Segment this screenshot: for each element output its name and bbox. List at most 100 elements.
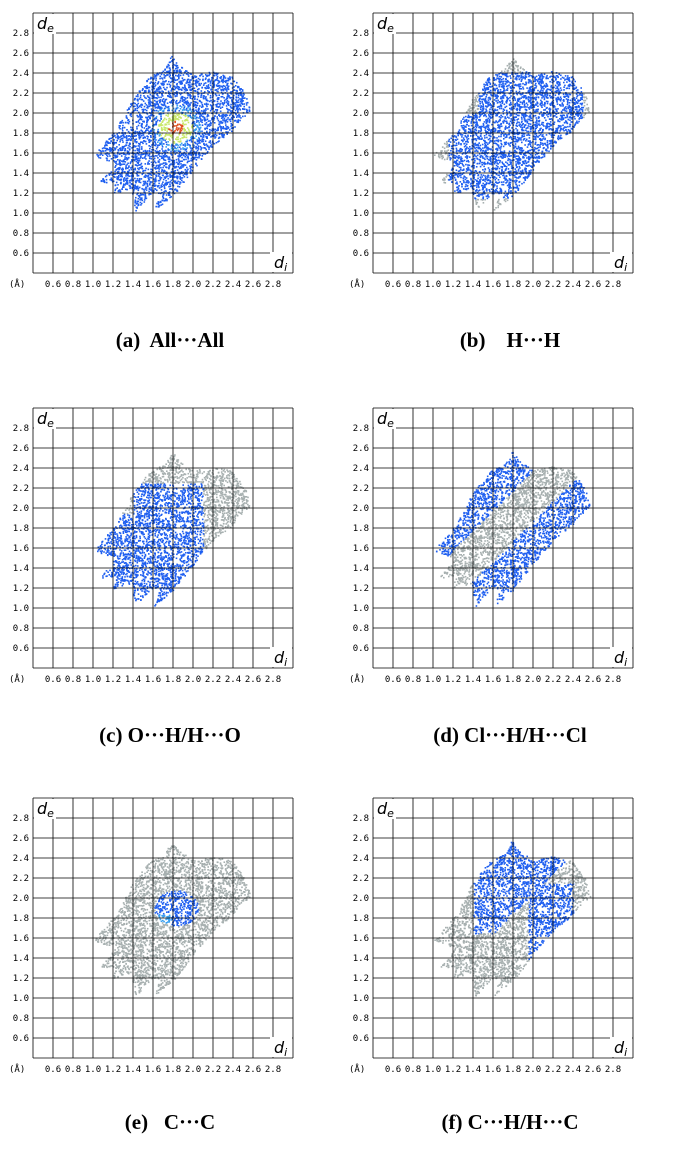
data-point [507, 80, 509, 82]
data-point [531, 126, 533, 128]
data-point [162, 78, 164, 80]
data-point [195, 163, 197, 165]
data-point [229, 109, 231, 111]
data-point [182, 80, 184, 82]
data-point [186, 137, 188, 139]
data-point [206, 144, 208, 146]
data-point [535, 115, 537, 117]
data-point [148, 131, 150, 133]
data-point [111, 138, 113, 140]
data-point [144, 201, 146, 203]
data-point [553, 123, 555, 125]
data-point [200, 83, 202, 85]
data-point [184, 79, 186, 81]
data-point [195, 82, 197, 84]
data-point [166, 106, 168, 108]
data-point [103, 181, 105, 183]
data-point [498, 160, 500, 162]
data-point [205, 109, 207, 111]
data-point [156, 107, 158, 109]
data-point [187, 127, 189, 129]
data-point [137, 94, 139, 96]
data-point [170, 163, 172, 165]
data-point [461, 136, 463, 138]
data-point [150, 171, 152, 173]
data-point [173, 177, 175, 179]
data-point [503, 171, 505, 173]
data-point [109, 179, 111, 181]
data-point [139, 119, 141, 121]
data-point [131, 147, 133, 149]
data-point [509, 123, 511, 125]
data-point [118, 171, 120, 173]
data-point [219, 121, 221, 123]
data-point [196, 121, 198, 123]
data-point [173, 173, 175, 175]
data-point [139, 167, 141, 169]
data-point [482, 102, 484, 104]
data-point [202, 104, 204, 106]
data-point [490, 90, 492, 92]
data-point [210, 82, 212, 84]
x-tick-label: 2.4 [225, 280, 241, 290]
data-point [106, 179, 108, 181]
data-point [163, 105, 165, 107]
data-point [486, 137, 488, 139]
data-point [246, 104, 248, 106]
data-point [98, 149, 100, 151]
data-point [138, 149, 140, 151]
data-point [99, 154, 101, 156]
data-point [139, 160, 141, 162]
data-point [158, 201, 160, 203]
data-point [509, 187, 511, 189]
data-point [220, 111, 222, 113]
data-point [181, 180, 183, 182]
data-point [123, 185, 125, 187]
data-point [137, 96, 139, 98]
data-point [101, 181, 103, 183]
data-point [463, 188, 465, 190]
data-point [164, 176, 166, 178]
data-point [155, 162, 157, 164]
data-point [220, 100, 222, 102]
data-point [187, 107, 189, 109]
x-tick-label: 2.6 [245, 280, 261, 290]
data-point [529, 142, 531, 144]
data-point [562, 125, 564, 127]
data-point [149, 102, 151, 104]
data-point [542, 151, 544, 153]
data-point [149, 181, 151, 183]
data-point [145, 98, 147, 100]
data-point [111, 177, 113, 179]
data-point [519, 166, 521, 168]
data-point [147, 80, 149, 82]
data-point [120, 147, 122, 149]
data-point [140, 116, 142, 118]
data-point [167, 134, 169, 136]
data-point [179, 183, 181, 185]
data-point [482, 194, 484, 196]
data-point [184, 102, 186, 104]
data-point [177, 169, 179, 171]
data-point [145, 174, 147, 176]
data-point [151, 162, 153, 164]
data-point [534, 143, 536, 145]
data-point [542, 156, 544, 158]
data-point [220, 127, 222, 129]
data-point [556, 101, 558, 103]
data-point [562, 102, 564, 104]
data-point [187, 117, 189, 119]
data-point [202, 134, 204, 136]
data-point [156, 155, 158, 157]
data-point [157, 93, 159, 95]
data-point [181, 106, 183, 108]
data-point [185, 70, 187, 72]
data-point [516, 125, 518, 127]
data-point [107, 156, 109, 158]
data-point [219, 103, 221, 105]
data-point [135, 135, 137, 137]
data-point [126, 142, 128, 144]
data-point [244, 109, 246, 111]
data-point [183, 128, 185, 130]
data-point [130, 180, 132, 182]
